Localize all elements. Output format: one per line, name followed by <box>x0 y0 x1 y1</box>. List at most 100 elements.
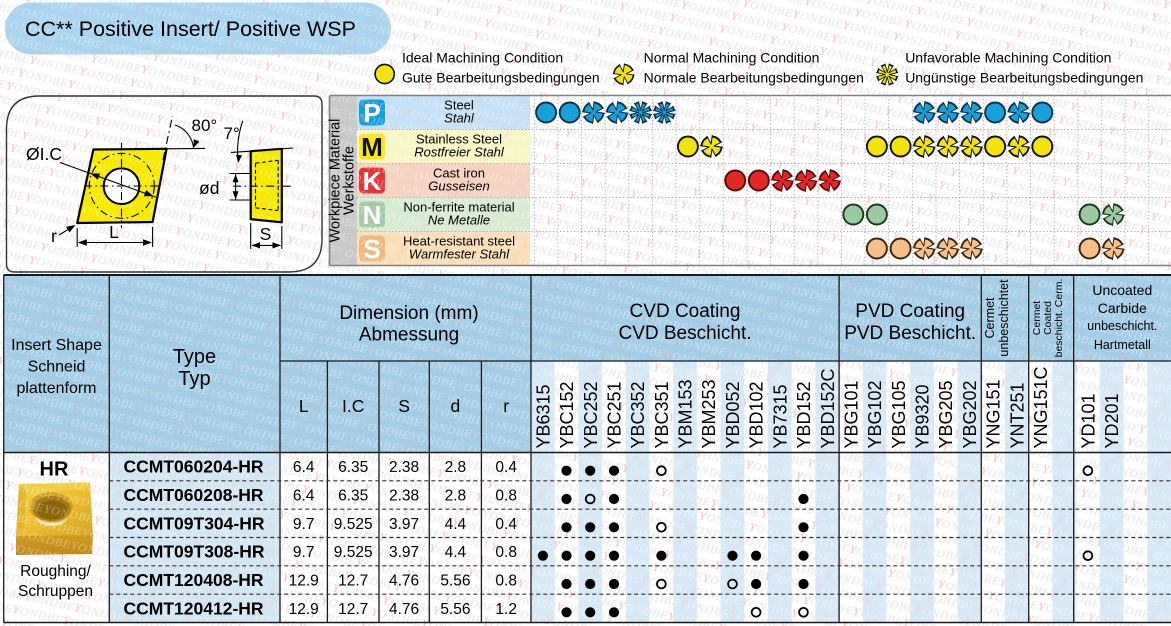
svg-text:9.525: 9.525 <box>334 544 373 561</box>
svg-text:Steel: Steel <box>444 98 474 113</box>
svg-text:Type: Type <box>173 346 216 368</box>
svg-text:r: r <box>503 396 509 416</box>
svg-text:YNG151C: YNG151C <box>1031 366 1051 448</box>
svg-text:4.76: 4.76 <box>389 601 419 618</box>
svg-text:6.4: 6.4 <box>293 459 315 476</box>
svg-text:CCMT09T304-HR: CCMT09T304-HR <box>124 513 265 533</box>
svg-text:2.8: 2.8 <box>445 459 467 476</box>
svg-text:9.7: 9.7 <box>293 516 315 533</box>
svg-text:2.38: 2.38 <box>389 488 419 505</box>
svg-text:S: S <box>363 234 380 264</box>
svg-text:Coated: Coated <box>1042 301 1054 335</box>
svg-text:5.56: 5.56 <box>440 601 470 618</box>
svg-text:5.56: 5.56 <box>440 573 470 590</box>
svg-text:Dimension (mm): Dimension (mm) <box>339 303 478 324</box>
svg-text:Cermet: Cermet <box>983 297 997 339</box>
svg-text:Workpiece Material: Workpiece Material <box>328 119 344 243</box>
svg-text:r: r <box>51 226 57 246</box>
svg-text:7°: 7° <box>224 124 240 143</box>
svg-text:YBC351: YBC351 <box>652 381 672 448</box>
svg-text:0.8: 0.8 <box>495 544 517 561</box>
svg-text:0.4: 0.4 <box>495 516 517 533</box>
svg-text:Werkstoffe: Werkstoffe <box>342 146 358 215</box>
svg-text:Stainless Steel: Stainless Steel <box>416 132 502 147</box>
svg-text:S: S <box>398 396 410 416</box>
svg-text:CVD Coating: CVD Coating <box>630 301 741 322</box>
svg-text:Uncoated: Uncoated <box>1092 282 1152 298</box>
svg-text:ØI.C: ØI.C <box>26 144 62 164</box>
svg-text:unbeschichtet: unbeschichtet <box>997 279 1011 357</box>
svg-text:0.4: 0.4 <box>495 459 517 476</box>
svg-text:Cermet: Cermet <box>1031 301 1043 336</box>
svg-text:YNG151: YNG151 <box>984 379 1004 448</box>
svg-text:beschicht. Cerm.: beschicht. Cerm. <box>1053 279 1065 358</box>
svg-text:1.2: 1.2 <box>495 601 517 618</box>
svg-text:YD101: YD101 <box>1078 393 1098 448</box>
svg-text:YBM153: YBM153 <box>676 379 696 448</box>
svg-text:0.8: 0.8 <box>495 488 517 505</box>
svg-text:6.4: 6.4 <box>293 488 315 505</box>
svg-text:CVD Beschicht.: CVD Beschicht. <box>618 323 751 344</box>
svg-text:6.35: 6.35 <box>338 459 368 476</box>
svg-text:CCMT060208-HR: CCMT060208-HR <box>124 485 264 505</box>
svg-text:Abmessung: Abmessung <box>359 325 459 346</box>
svg-text:YD201: YD201 <box>1102 393 1122 448</box>
svg-text:YBG202: YBG202 <box>960 380 980 448</box>
svg-text:YB6315: YB6315 <box>533 384 553 448</box>
svg-text:YBM253: YBM253 <box>699 379 719 448</box>
svg-text:YBC352: YBC352 <box>628 381 648 448</box>
svg-text:Roughing/: Roughing/ <box>20 563 91 580</box>
svg-text:HR: HR <box>40 459 69 481</box>
svg-text:3.97: 3.97 <box>389 544 419 561</box>
svg-text:3.97: 3.97 <box>389 516 419 533</box>
svg-text:12.7: 12.7 <box>338 573 368 590</box>
svg-text:YBD152C: YBD152C <box>818 368 838 448</box>
svg-text:Normale Bearbeitungsbedingunge: Normale Bearbeitungsbedingungen <box>644 70 864 86</box>
svg-text:Gusseisen: Gusseisen <box>428 179 489 194</box>
svg-text:I.C: I.C <box>342 396 364 416</box>
svg-text:L: L <box>109 222 119 242</box>
svg-text:9.7: 9.7 <box>293 544 315 561</box>
svg-text:L: L <box>299 396 309 416</box>
svg-text:YBC252: YBC252 <box>581 381 601 448</box>
svg-text:YBD102: YBD102 <box>747 381 767 448</box>
svg-text:YBC152: YBC152 <box>557 381 577 448</box>
svg-text:Warmfester Stahl: Warmfester Stahl <box>409 247 510 262</box>
svg-text:80°: 80° <box>192 116 218 135</box>
svg-text:4.4: 4.4 <box>445 516 467 533</box>
svg-text:Ungünstige Bearbeitungsbedingu: Ungünstige Bearbeitungsbedingungen <box>905 70 1143 86</box>
svg-text:Ne Metalle: Ne Metalle <box>428 213 490 228</box>
svg-text:Typ: Typ <box>178 368 210 390</box>
svg-text:K: K <box>363 166 382 196</box>
svg-text:YBG102: YBG102 <box>865 380 885 448</box>
svg-text:PVD Coating: PVD Coating <box>855 301 965 322</box>
svg-text:12.9: 12.9 <box>289 601 319 618</box>
svg-text:PVD Beschicht.: PVD Beschicht. <box>844 323 976 344</box>
svg-text:YBG205: YBG205 <box>936 380 956 448</box>
svg-text:S: S <box>260 224 272 244</box>
svg-text:4.76: 4.76 <box>389 573 419 590</box>
svg-text:Gute Bearbeitungsbedingungen: Gute Bearbeitungsbedingungen <box>402 70 600 86</box>
svg-text:CCMT120408-HR: CCMT120408-HR <box>124 570 264 590</box>
svg-text:YBG101: YBG101 <box>842 380 862 448</box>
svg-text:YBC251: YBC251 <box>605 381 625 448</box>
svg-text:d: d <box>451 396 461 416</box>
svg-text:Schruppen: Schruppen <box>18 583 93 600</box>
svg-text:9.525: 9.525 <box>334 516 373 533</box>
svg-text:YNT251: YNT251 <box>1007 382 1027 448</box>
svg-text:YBD052: YBD052 <box>723 381 743 448</box>
svg-text:Carbide: Carbide <box>1098 300 1147 316</box>
svg-text:Rostfreier Stahl: Rostfreier Stahl <box>414 145 505 160</box>
svg-text:YBG105: YBG105 <box>889 380 909 448</box>
svg-text:Schneid: Schneid <box>28 359 86 376</box>
svg-text:Unfavorable Machining Conditio: Unfavorable Machining Condition <box>905 49 1111 65</box>
svg-text:CCMT060204-HR: CCMT060204-HR <box>124 457 264 477</box>
svg-text:YB9320: YB9320 <box>913 384 933 448</box>
svg-text:12.9: 12.9 <box>289 573 319 590</box>
svg-text:12.7: 12.7 <box>338 601 368 618</box>
svg-text:0.8: 0.8 <box>495 573 517 590</box>
svg-text:Normal Machining Condition: Normal Machining Condition <box>644 49 820 65</box>
svg-text:2.38: 2.38 <box>389 459 419 476</box>
svg-text:4.4: 4.4 <box>445 544 467 561</box>
svg-text:2.8: 2.8 <box>445 488 467 505</box>
